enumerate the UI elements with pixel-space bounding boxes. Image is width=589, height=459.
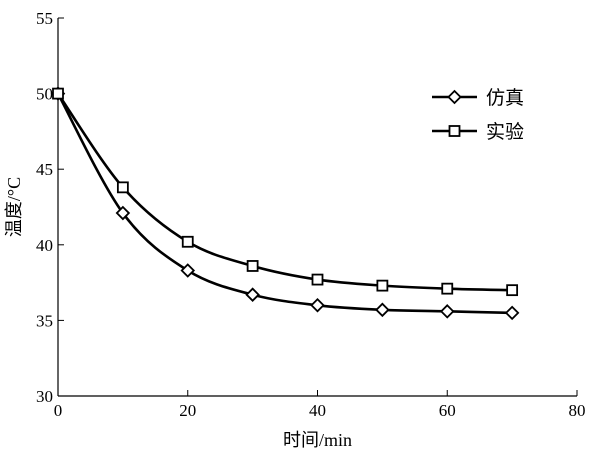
data-point-2 [311,273,324,286]
x-tick-label: 0 [54,401,63,420]
data-point-2 [441,282,454,295]
data-point-1 [245,287,260,302]
y-tick-label: 50 [36,85,53,104]
legend-marker [448,125,461,137]
data-point-1 [310,298,325,313]
y-tick-label: 30 [36,387,53,406]
data-point-2 [376,279,389,292]
data-point-2 [181,235,194,248]
data-point-1 [115,205,131,221]
data-point-2 [52,87,64,100]
tick-labels: 0 20 40 60 80 30 35 40 45 50 55 [36,9,586,420]
legend-marker [447,89,462,105]
x-tick-label: 20 [179,401,196,420]
y-tick-label: 40 [36,236,53,255]
data-point-2 [116,181,129,194]
y-tick-label: 45 [36,160,53,179]
data-point-1 [504,305,520,321]
series-line-1 [56,92,513,315]
x-axis-label: 时间/min [283,430,352,450]
y-tick-label: 35 [36,311,53,330]
legend-label: 实验 [486,121,524,143]
data-point-1 [180,263,196,278]
data-point-1 [375,302,390,318]
data-point-2 [506,284,519,297]
x-tick-label: 40 [309,401,326,420]
axes [57,17,578,397]
x-tick-label: 60 [439,401,456,420]
legend-label: 仿真 [486,87,524,109]
y-tick-label: 55 [36,9,53,28]
x-tick-label: 80 [569,401,586,420]
y-axis-label: 温度/°C [4,177,24,237]
series-markers [50,86,520,321]
data-point-2 [246,260,259,272]
series-lines [56,92,513,315]
data-point-1 [439,304,455,319]
